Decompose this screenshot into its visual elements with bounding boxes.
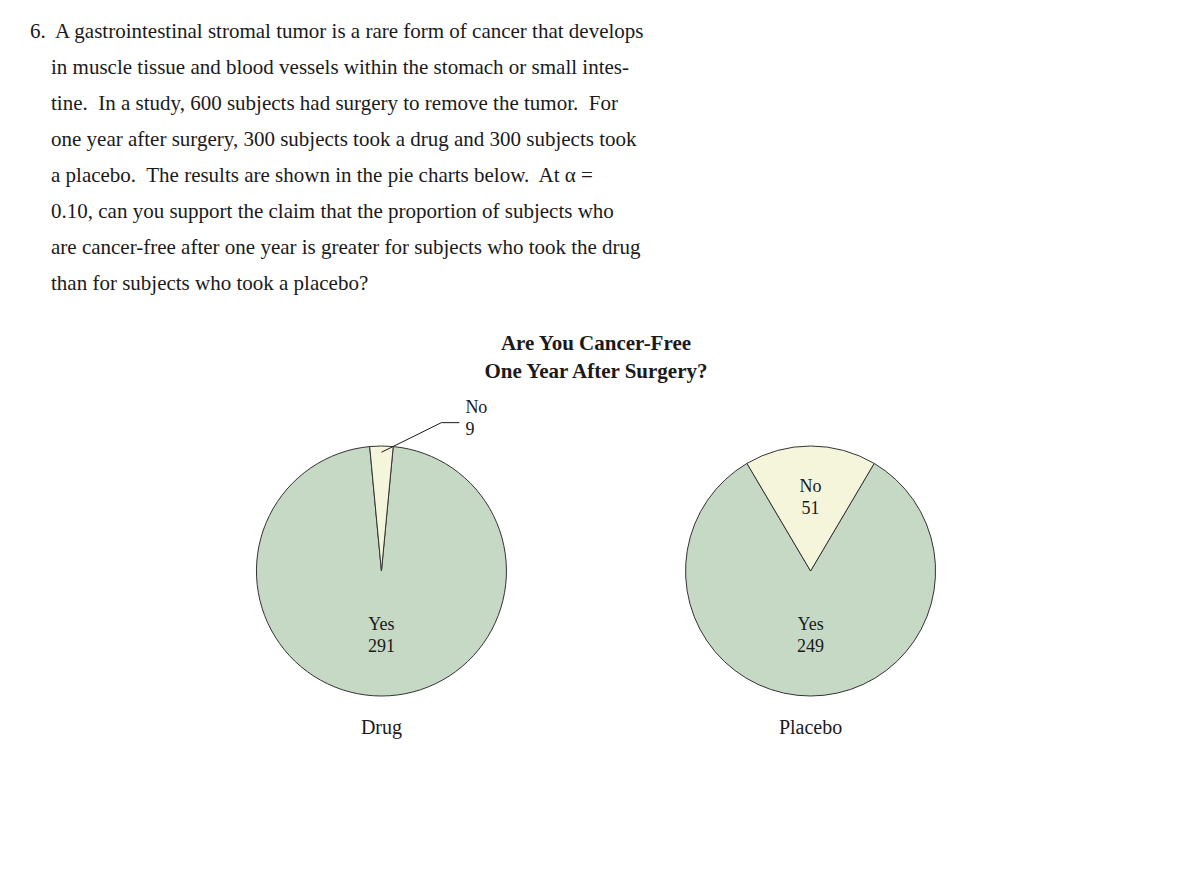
paragraph-line: a placebo. The results are shown in the … xyxy=(30,163,593,187)
figure: 6. A gastrointestinal stromal tumor is a… xyxy=(0,0,1192,877)
page: 6. A gastrointestinal stromal tumor is a… xyxy=(0,0,1192,877)
data-label-category: Yes xyxy=(797,614,823,634)
paragraph-line: 0.10, can you support the claim that the… xyxy=(30,199,614,223)
chart-title: Drug xyxy=(361,716,402,739)
pie-slice xyxy=(256,447,506,696)
data-label-value: 249 xyxy=(797,636,824,656)
paragraph-line: 6. A gastrointestinal stromal tumor is a… xyxy=(30,19,644,43)
data-label: Yes291 xyxy=(368,614,395,656)
pie-chart: Yes291 No9 Drug xyxy=(256,397,506,739)
pie-chart: Yes249 No51 Placebo xyxy=(686,446,936,738)
data-label-value: 9 xyxy=(465,419,474,439)
paragraph-line: in muscle tissue and blood vessels withi… xyxy=(30,55,629,79)
paragraph-line: tine. In a study, 600 subjects had surge… xyxy=(30,91,618,115)
pie-slice xyxy=(747,446,874,571)
paragraph-line: are cancer-free after one year is greate… xyxy=(30,235,641,259)
data-label-category: No xyxy=(465,397,487,417)
background xyxy=(0,0,1192,877)
data-label-category: Yes xyxy=(368,614,394,634)
chart-title: Placebo xyxy=(779,716,842,738)
data-label-value: 291 xyxy=(368,636,395,656)
paragraph-line: one year after surgery, 300 subjects too… xyxy=(30,127,637,151)
data-label-value: 51 xyxy=(802,498,820,518)
title: Are You Cancer-Free xyxy=(501,331,691,355)
label-leader xyxy=(381,423,459,453)
data-label: No9 xyxy=(465,397,487,439)
pie-slice xyxy=(686,463,936,696)
paragraph-line: than for subjects who took a placebo? xyxy=(30,271,368,295)
data-label: Yes249 xyxy=(797,614,824,656)
pie-slice xyxy=(370,446,394,571)
title: One Year After Surgery? xyxy=(485,359,708,383)
data-label: No51 xyxy=(800,476,822,518)
data-label-category: No xyxy=(800,476,822,496)
